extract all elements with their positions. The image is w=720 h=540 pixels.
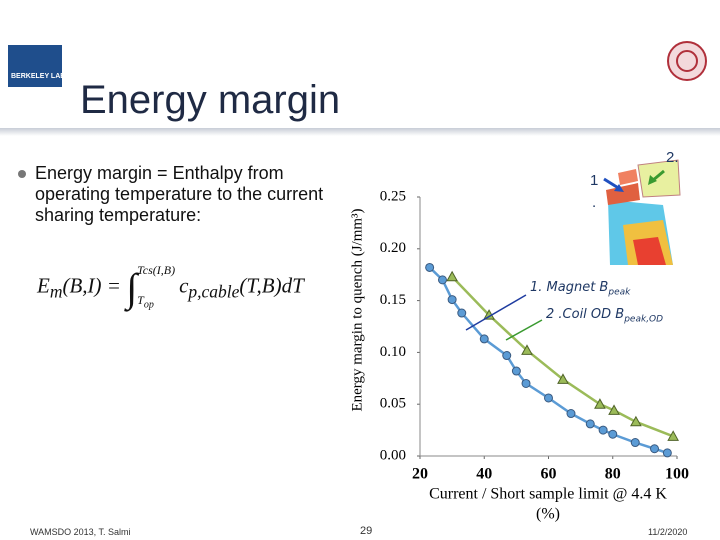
point xyxy=(446,270,458,282)
point xyxy=(662,448,672,458)
point xyxy=(594,398,606,409)
point xyxy=(511,366,521,376)
y-tick-label: 0.15 xyxy=(380,292,406,308)
annotation-sub: peak xyxy=(608,287,631,298)
y-tick-label: 0.25 xyxy=(380,188,406,204)
point xyxy=(630,438,640,448)
series-line xyxy=(451,275,674,438)
eq-part: c xyxy=(179,273,189,298)
point xyxy=(557,373,569,384)
point xyxy=(521,344,533,355)
coil-label: 2. xyxy=(666,149,679,166)
x-tick-label: 100 xyxy=(665,466,689,483)
point xyxy=(437,275,447,285)
bullet-text: Energy margin = Enthalpy from operating … xyxy=(35,163,324,225)
x-axis-label: Current / Short sample limit @ 4.4 K xyxy=(429,486,667,503)
x-tick-label: 60 xyxy=(541,466,557,483)
x-tick-label: 20 xyxy=(412,466,428,483)
footer-right: 11/2/2020 xyxy=(648,527,688,537)
annotation: 1. Magnet Bpeak xyxy=(530,280,630,298)
point xyxy=(608,404,620,415)
x-axis-label: (%) xyxy=(536,506,560,523)
y-axis-label: Energy margin to quench (J/mm³) xyxy=(349,208,365,411)
point xyxy=(447,295,457,305)
point xyxy=(598,425,608,435)
chart: Energy margin to quench (J/mm³) Current … xyxy=(349,188,689,523)
arrow-head xyxy=(648,175,657,185)
y-tick-label: 0.20 xyxy=(380,240,406,256)
eq-part: op xyxy=(143,299,154,311)
eq-part: m xyxy=(49,281,63,302)
eq-part: T xyxy=(137,293,144,307)
eq-part: E xyxy=(37,273,50,298)
logo-text: BERKELEY LAB xyxy=(11,73,66,80)
arrow-head xyxy=(614,184,624,192)
coil-figure: 1 . 2. xyxy=(590,149,681,265)
annotation-text: 2 .Coil OD B xyxy=(546,307,625,322)
point xyxy=(457,308,467,318)
point xyxy=(630,415,642,427)
x-tick-label: 40 xyxy=(476,466,492,483)
x-tick-label: 80 xyxy=(605,466,621,483)
footer-center: 29 xyxy=(360,525,373,537)
point xyxy=(521,378,531,388)
annotation-sub: peak,OD xyxy=(624,314,664,325)
coil-label: . xyxy=(592,194,596,211)
bullet-dot xyxy=(18,170,26,178)
coil-label: 1 xyxy=(590,172,598,189)
footer-left: WAMSDO 2013, T. Salmi xyxy=(30,527,131,537)
equation: Em(B,I) = ∫ Tcs(I,B) Top cp,cable(T,B)dT xyxy=(37,255,304,320)
y-tick-label: 0.05 xyxy=(380,396,406,412)
annotation-text: 1. Magnet B xyxy=(530,280,609,295)
point xyxy=(608,429,618,439)
series-line xyxy=(428,266,668,455)
point xyxy=(502,351,512,361)
y-tick-label: 0.00 xyxy=(380,447,406,463)
logo: BERKELEY LAB xyxy=(8,45,66,87)
eq-part: p,cable xyxy=(188,281,240,302)
y-tick-label: 0.10 xyxy=(380,344,406,360)
point xyxy=(585,419,595,429)
integral-sign: ∫ xyxy=(126,265,138,311)
point xyxy=(566,409,576,419)
point xyxy=(667,430,679,441)
point xyxy=(650,444,660,454)
annotation: 2 .Coil OD Bpeak,OD xyxy=(546,307,663,325)
point xyxy=(479,334,489,344)
point xyxy=(544,393,553,403)
eq-part: (T,B)dT xyxy=(239,273,304,298)
logo-right xyxy=(667,41,707,81)
eq-part: (B,I) = xyxy=(62,273,121,298)
header-band xyxy=(0,128,720,136)
slide-title: Energy margin xyxy=(80,78,341,122)
eq-part: Tcs(I,B) xyxy=(137,263,176,277)
point xyxy=(425,262,435,272)
